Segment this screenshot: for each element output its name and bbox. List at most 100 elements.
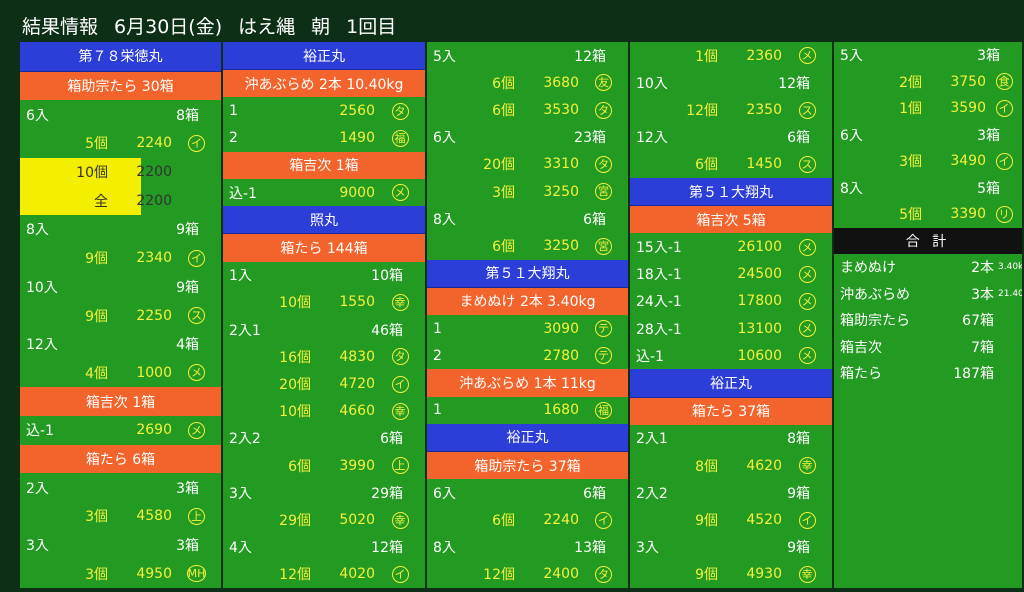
total-name: まめぬけ bbox=[840, 260, 896, 277]
buyer-mark: テ bbox=[595, 320, 612, 338]
total-amount: 187箱 bbox=[953, 366, 994, 383]
box-count: 46箱 bbox=[371, 322, 403, 339]
buyer-mark: 幸 bbox=[391, 293, 409, 311]
price: 4580 bbox=[136, 508, 172, 525]
price: 3090 bbox=[543, 320, 579, 337]
count: 4個 bbox=[85, 365, 108, 382]
total-name: 箱吉次 bbox=[840, 339, 882, 356]
price: 2690 bbox=[136, 422, 172, 439]
price: 4950 bbox=[136, 565, 172, 582]
price: 1490 bbox=[339, 130, 375, 147]
total-amount: 3本 bbox=[971, 286, 994, 303]
lot-row: 5入 12箱 bbox=[427, 42, 628, 69]
lot-label: 込-1 bbox=[636, 348, 664, 365]
price-row: 1 3090 テ bbox=[427, 315, 628, 342]
box-count: 13箱 bbox=[574, 540, 606, 557]
box-count: 5箱 bbox=[977, 180, 1000, 197]
total-row: 箱助宗たら 67箱 bbox=[834, 307, 1022, 334]
price: 3990 bbox=[339, 457, 375, 474]
lot-label: 18入-1 bbox=[636, 267, 682, 284]
price: 3390 bbox=[950, 206, 986, 223]
lot-row: 3入 3箱 bbox=[20, 531, 221, 560]
lot-row: 12入 4箱 bbox=[20, 330, 221, 359]
price-row: 16個 4830 タ bbox=[223, 343, 425, 370]
lot-size: 3入 bbox=[636, 540, 659, 557]
column: 5入 12箱 6個 3680 友 6個 3530 タ 6入 23箱 20個 3310 タ 3個 3250 宮 8… bbox=[427, 42, 628, 588]
buyer-mark: メ bbox=[188, 421, 205, 439]
lot-row: 6入 23箱 bbox=[427, 124, 628, 151]
price-row: 3個 4580 上 bbox=[20, 502, 221, 531]
price: 3680 bbox=[543, 74, 579, 91]
total-name: 箱たら bbox=[840, 366, 882, 383]
lot-row: 2入1 46箱 bbox=[223, 316, 425, 343]
vessel-header: 第７８栄徳丸 bbox=[20, 42, 221, 72]
price: 3490 bbox=[950, 153, 986, 170]
price-row: 9個 4930 幸 bbox=[630, 561, 832, 588]
price: 26100 bbox=[737, 239, 782, 256]
vessel-header: 第５１大翔丸 bbox=[427, 259, 628, 288]
session: 朝 bbox=[311, 15, 331, 38]
vessel-header: 裕正丸 bbox=[427, 423, 628, 453]
box-count: 8箱 bbox=[176, 107, 199, 124]
price-row: 9個 2250 ス bbox=[20, 301, 221, 330]
price-row: 3個 4950 MH bbox=[20, 559, 221, 588]
count: 20個 bbox=[279, 377, 311, 394]
lot-size: 10入 bbox=[636, 75, 668, 92]
lot-row: 8入 6箱 bbox=[427, 205, 628, 232]
date: 6月30日(金) bbox=[114, 15, 223, 38]
price-row: 20個 3310 タ bbox=[427, 151, 628, 178]
price-row: 全2200メ bbox=[20, 186, 172, 216]
count: 3個 bbox=[85, 566, 108, 583]
lot-label: 込-1 bbox=[229, 185, 257, 202]
price-row: 6個 2240 イ bbox=[427, 506, 628, 533]
lot-label: 込-1 bbox=[26, 423, 54, 440]
column: 5入 3箱 2個 3750 食 1個 3590 イ 6入 3箱 3個 3490 イ 8入 5箱 5個 3390 リ… bbox=[834, 42, 1022, 588]
column: 1個 2360 メ 10入 12箱 12個 2350 ス 12入 6箱 6個 1450 ス第５１大翔丸箱… bbox=[630, 42, 832, 588]
box-count: 6箱 bbox=[787, 130, 810, 147]
box-count: 9箱 bbox=[176, 222, 199, 239]
lot-row: 3入 29箱 bbox=[223, 479, 425, 506]
buyer-mark: メ bbox=[798, 47, 816, 65]
count: 3個 bbox=[899, 154, 922, 171]
lot-row: 6入 8箱 bbox=[20, 100, 221, 129]
count: 9個 bbox=[85, 251, 108, 268]
price: 17800 bbox=[737, 293, 782, 310]
buyer-mark: 幸 bbox=[391, 511, 409, 529]
price-row: 2 1490 福 bbox=[223, 125, 425, 152]
lot-row: 8入 9箱 bbox=[20, 215, 221, 244]
count: 1個 bbox=[899, 101, 922, 118]
buyer-mark: タ bbox=[595, 565, 612, 583]
count: 20個 bbox=[483, 157, 515, 174]
price-row: 5個 2240 イ bbox=[20, 129, 221, 158]
lot-size: 8入 bbox=[840, 180, 863, 197]
buyer-mark: 福 bbox=[595, 401, 612, 419]
lot-row: 2入1 8箱 bbox=[630, 425, 832, 452]
box-count: 12箱 bbox=[574, 48, 606, 65]
price-row: 6個 3990 上 bbox=[223, 452, 425, 479]
buyer-mark: メ bbox=[188, 364, 205, 382]
count: 3個 bbox=[85, 509, 108, 526]
price-row: 8個 4620 幸 bbox=[630, 452, 832, 479]
price-row: 5個 3390 リ bbox=[834, 201, 1022, 228]
price: 2400 bbox=[543, 566, 579, 583]
lot-size: 2入2 bbox=[636, 485, 668, 502]
price-row: 3個 3250 宮 bbox=[427, 178, 628, 205]
vessel-header: 第５１大翔丸 bbox=[630, 178, 832, 207]
price-row: 6個 3680 友 bbox=[427, 69, 628, 96]
buyer-mark: イ bbox=[595, 511, 612, 529]
price-row: 1個 3590 イ bbox=[834, 95, 1022, 122]
total-weight: 21.40 bbox=[998, 288, 1022, 299]
price: 9000 bbox=[339, 184, 375, 201]
buyer-mark: メ bbox=[798, 320, 816, 338]
buyer-mark: 上 bbox=[391, 457, 409, 475]
column: 裕正丸 沖あぶらめ 2本 10.40kg 1 2560 タ 2 1490 福箱吉次 1箱 込-1… bbox=[223, 42, 425, 588]
count: 9個 bbox=[85, 308, 108, 325]
count: 2個 bbox=[899, 74, 922, 91]
lot-label: 15入-1 bbox=[636, 240, 682, 257]
price: 2240 bbox=[543, 512, 579, 529]
lot-size: 8入 bbox=[433, 211, 456, 228]
product-header: まめぬけ 2本 3.40kg bbox=[427, 287, 628, 316]
lot-label: 2 bbox=[229, 130, 238, 147]
